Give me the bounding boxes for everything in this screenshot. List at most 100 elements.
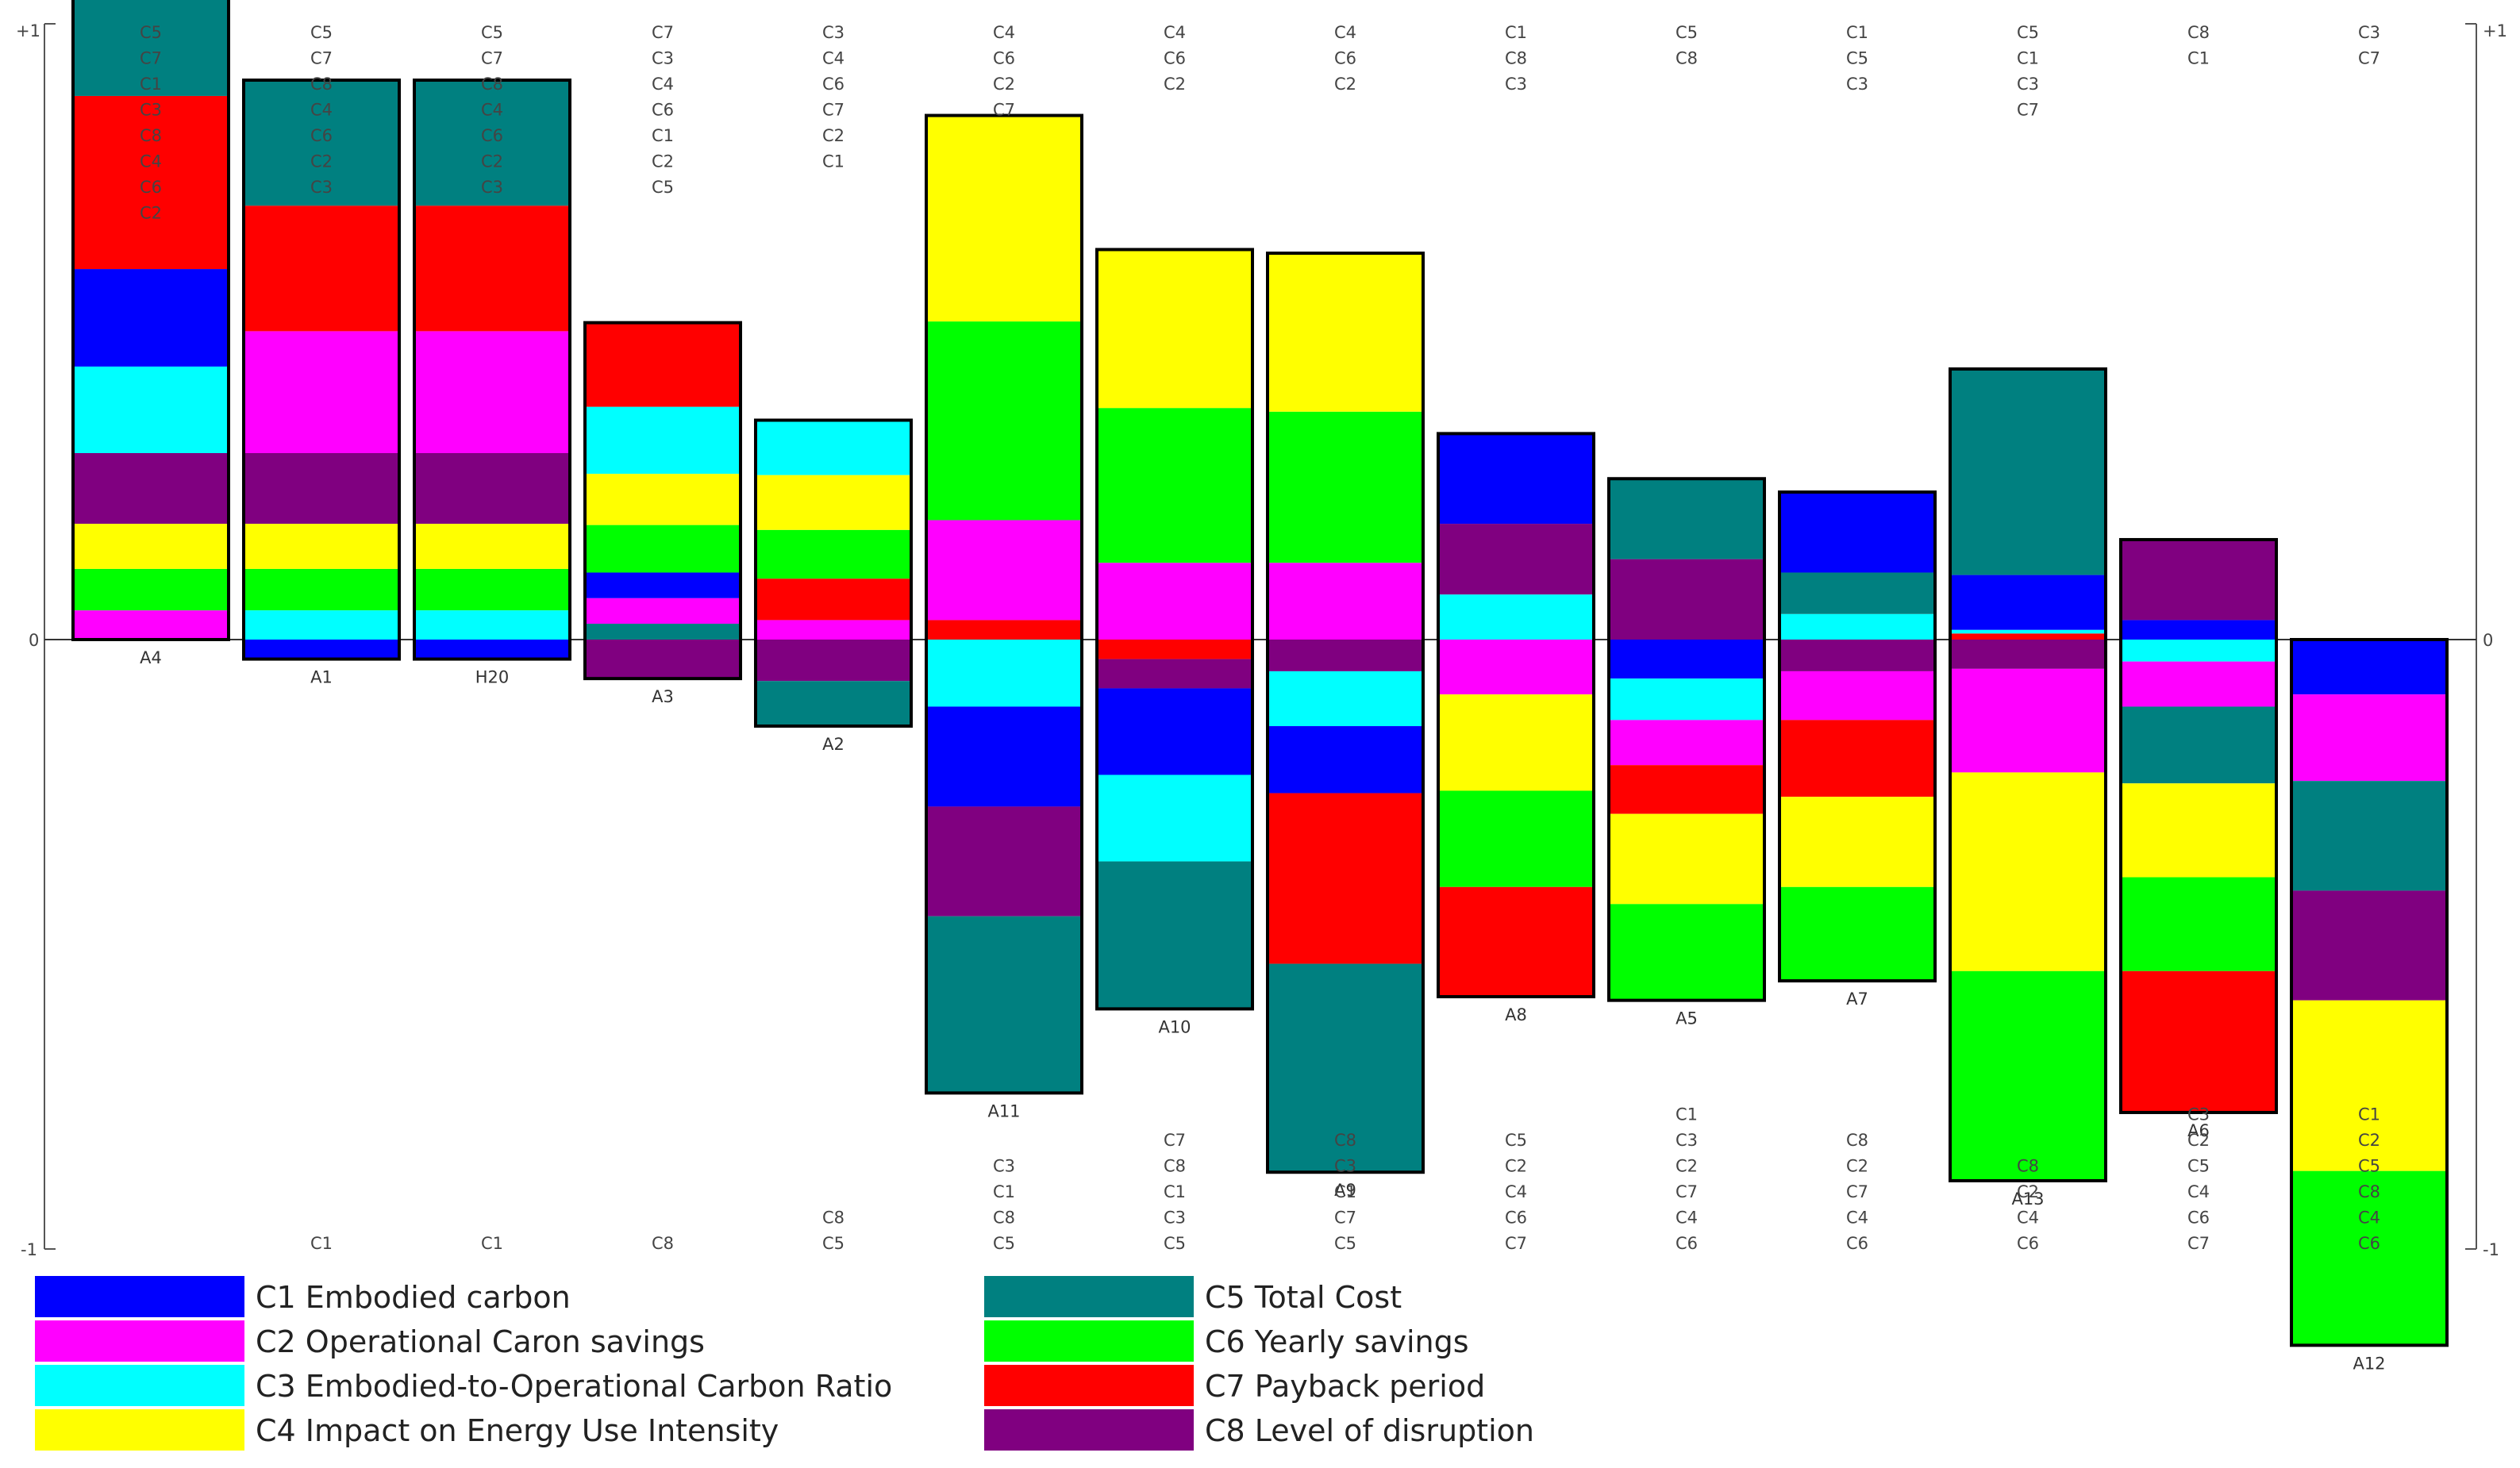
bar-segment-a7-c5 — [1779, 572, 1935, 614]
legend-swatch-c6 — [984, 1320, 1194, 1362]
top-criterion-label: C6 — [1334, 49, 1356, 68]
bar-segment-a3-c7 — [585, 322, 741, 407]
bottom-criterion-label: C5 — [1334, 1234, 1356, 1253]
top-criterion-label: C5 — [481, 23, 503, 42]
bar-segment-h20-c4 — [414, 524, 570, 569]
legend-label-c2: C2 Operational Caron savings — [256, 1324, 705, 1359]
bar-segment-a3-c4 — [585, 474, 741, 525]
bar-segment-a8-c8 — [1438, 524, 1594, 595]
top-criterion-label: C6 — [140, 178, 162, 197]
top-criterion-label: C7 — [2358, 49, 2380, 68]
bar-segment-a4-c7 — [73, 95, 229, 270]
top-criterion-label: C7 — [140, 49, 162, 68]
bar-segment-a1-c2 — [244, 331, 399, 453]
bottom-criterion-label: C4 — [1676, 1209, 1698, 1228]
bar-segment-a11-c7 — [926, 620, 1082, 640]
bottom-criterion-label: C5 — [1164, 1234, 1186, 1253]
bar-outline-a5 — [1607, 477, 1766, 1002]
bottom-criterion-label: C2 — [1676, 1157, 1698, 1176]
bottom-criterion-label: C7 — [1846, 1182, 1868, 1201]
top-criterion-label: C6 — [993, 49, 1015, 68]
alternative-label-a13: A13 — [2011, 1189, 2044, 1209]
legend-label-c3: C3 Embodied-to-Operational Carbon Ratio — [256, 1369, 892, 1404]
bottom-criterion-label: C4 — [2358, 1209, 2380, 1228]
bottom-criterion-label: C8 — [993, 1209, 1015, 1228]
bar-segment-a10-c6 — [1097, 408, 1252, 563]
bar-segment-a10-c7 — [1097, 640, 1252, 659]
right-tick-bottom: -1 — [2483, 1240, 2499, 1259]
bottom-criterion-label: C5 — [2187, 1157, 2210, 1176]
bar-segment-a1-c1 — [244, 640, 399, 659]
bottom-criterion-label: C7 — [1164, 1131, 1186, 1150]
legend-swatch-c7 — [984, 1365, 1194, 1406]
top-criterion-label: C7 — [310, 49, 333, 68]
bar-segment-a10-c4 — [1097, 249, 1252, 409]
bottom-criterion-label: C1 — [1164, 1182, 1186, 1201]
top-criterion-label: C3 — [481, 178, 503, 197]
bar-segment-a5-c1 — [1609, 640, 1764, 679]
bar-segment-a6-c8 — [2121, 540, 2276, 621]
top-criterion-label: C2 — [481, 152, 503, 171]
top-criterion-label: C1 — [1505, 23, 1527, 42]
top-criterion-label: C3 — [652, 49, 674, 68]
bottom-criterion-label: C3 — [2187, 1105, 2210, 1124]
bar-segment-h20-c2 — [414, 331, 570, 453]
bottom-criterion-label: C8 — [1164, 1157, 1186, 1176]
bar-segment-a12-c4 — [2291, 1000, 2447, 1171]
top-criterion-label: C3 — [822, 23, 844, 42]
bar-outline-a6 — [2119, 538, 2278, 1114]
bar-segment-a10-c8 — [1097, 659, 1252, 689]
bar-segment-a11-c2 — [926, 520, 1082, 621]
bottom-criterion-label: C1 — [310, 1234, 333, 1253]
top-criterion-label: C2 — [140, 204, 162, 223]
bar-segment-a9-c1 — [1268, 726, 1423, 794]
bar-outline-a3 — [583, 321, 742, 681]
top-criterion-label: C3 — [1505, 75, 1527, 94]
bar-segment-a6-c6 — [2121, 877, 2276, 971]
bar-segment-a12-c1 — [2291, 640, 2447, 695]
bar-segment-h20-c7 — [414, 206, 570, 332]
top-criterion-label: C6 — [1164, 49, 1186, 68]
bottom-criterion-label: C5 — [822, 1234, 844, 1253]
bar-segment-a8-c2 — [1438, 640, 1594, 695]
bar-segment-a9-c5 — [1268, 963, 1423, 1173]
labels-layer: A4 C5 C7 C1 C3 C8 C4 C6 C2 A1 C5 C7 C8 C4 C6 C2 C3 C1 H20 C… — [140, 23, 2386, 1373]
legend-label-c4: C4 Impact on Energy Use Intensity — [256, 1413, 779, 1448]
bar-segment-a3-c6 — [585, 525, 741, 573]
bar-segment-a1-c3 — [244, 610, 399, 640]
bar-segment-a13-c4 — [1950, 772, 2106, 971]
right-tick-top: +1 — [2483, 21, 2507, 40]
bottom-criterion-label: C1 — [993, 1182, 1015, 1201]
top-criterion-label: C5 — [140, 23, 162, 42]
top-criterion-label: C8 — [1676, 49, 1698, 68]
wall-a11 — [925, 113, 1083, 1095]
bar-segment-a13-c3 — [1950, 629, 2106, 634]
top-criterion-label: C1 — [2017, 49, 2039, 68]
bar-segment-a3-c3 — [585, 406, 741, 475]
legend-label-c6: C6 Yearly savings — [1205, 1324, 1469, 1359]
bar-segment-a10-c3 — [1097, 774, 1252, 862]
bar-segment-a13-c7 — [1950, 633, 2106, 640]
bar-segment-a1-c7 — [244, 206, 399, 332]
bar-segment-a11-c5 — [926, 916, 1082, 1093]
alternative-label-a10: A10 — [1158, 1017, 1191, 1036]
bar-segment-a7-c6 — [1779, 886, 1935, 982]
bar-segment-a8-c3 — [1438, 594, 1594, 640]
wall-a10 — [1095, 248, 1254, 1011]
bottom-criterion-label: C7 — [1334, 1209, 1356, 1228]
bar-segment-a7-c8 — [1779, 640, 1935, 671]
legend-swatch-c8 — [984, 1409, 1194, 1451]
legend-label-c7: C7 Payback period — [1205, 1369, 1485, 1404]
wall-h20 — [413, 78, 571, 661]
bar-outline-a12 — [2290, 638, 2449, 1347]
bar-segment-a3-c2 — [585, 598, 741, 624]
wall-a7 — [1778, 490, 1937, 983]
bar-segment-a5-c3 — [1609, 678, 1764, 721]
alternative-label-a9: A9 — [1334, 1181, 1356, 1200]
bar-segment-a6-c5 — [2121, 706, 2276, 784]
bar-segment-a13-c2 — [1950, 668, 2106, 773]
top-criterion-label: C5 — [2017, 23, 2039, 42]
top-criterion-label: C4 — [140, 152, 162, 171]
top-criterion-label: C2 — [822, 126, 844, 145]
bar-segment-a9-c2 — [1268, 563, 1423, 640]
